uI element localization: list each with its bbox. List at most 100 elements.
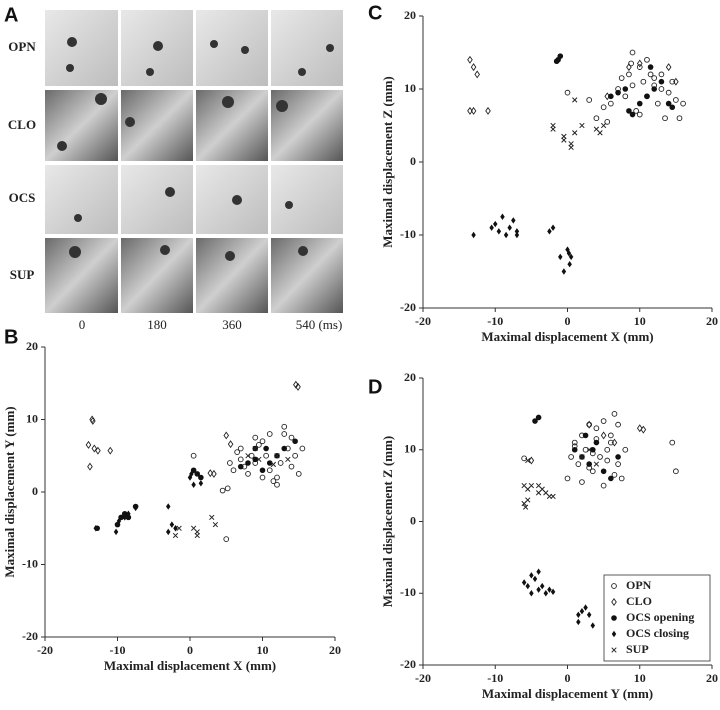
legend-marker xyxy=(611,647,617,653)
point xyxy=(665,89,672,96)
point xyxy=(640,425,647,434)
point xyxy=(582,432,589,439)
point xyxy=(259,438,266,445)
point xyxy=(586,97,593,103)
x-tick-label: -20 xyxy=(415,671,431,685)
point xyxy=(600,122,607,129)
point xyxy=(673,468,679,475)
legend: OPN CLO OCS opening OCS closing SUP xyxy=(603,574,711,662)
point xyxy=(597,130,603,136)
photo xyxy=(271,165,343,234)
point xyxy=(293,380,299,389)
point xyxy=(90,416,96,425)
point xyxy=(611,411,618,417)
point xyxy=(529,572,534,579)
point xyxy=(636,424,643,433)
point xyxy=(194,532,200,539)
point xyxy=(669,78,676,85)
point xyxy=(281,445,288,452)
point xyxy=(629,49,636,56)
point xyxy=(576,611,581,618)
point xyxy=(500,213,505,220)
x-tick-label: 20 xyxy=(329,643,341,657)
x-axis-label: Maximal displacement X (mm) xyxy=(481,329,653,344)
point xyxy=(248,452,255,459)
point xyxy=(629,82,636,89)
point xyxy=(467,55,473,64)
point xyxy=(489,224,494,231)
point xyxy=(173,525,178,532)
point xyxy=(503,231,509,239)
point xyxy=(575,461,582,467)
photo xyxy=(121,238,193,313)
point xyxy=(586,447,592,453)
point xyxy=(586,420,592,429)
y-tick-label: -20 xyxy=(400,300,416,314)
point xyxy=(550,493,556,500)
point xyxy=(567,261,572,268)
scatter-plot: -20 -10 0 10 20 -20 -10 0 10 20 Maximal displaceme… xyxy=(2,339,341,673)
point xyxy=(676,115,683,122)
point xyxy=(194,471,201,477)
point xyxy=(113,528,119,536)
point xyxy=(522,504,529,510)
point xyxy=(640,78,647,85)
y-tick-label: 10 xyxy=(404,81,416,95)
point xyxy=(299,445,306,452)
y-tick-label: 10 xyxy=(26,411,38,425)
point xyxy=(292,452,298,459)
point xyxy=(126,510,131,517)
point xyxy=(644,56,650,63)
point xyxy=(561,137,567,143)
point xyxy=(550,224,556,231)
point xyxy=(266,431,273,437)
point xyxy=(525,457,531,464)
point xyxy=(543,590,549,597)
y-tick-label: -10 xyxy=(400,585,416,599)
point xyxy=(665,100,672,107)
point xyxy=(582,446,589,453)
x-tick-label: -20 xyxy=(37,643,53,657)
point xyxy=(256,442,262,448)
point xyxy=(597,454,603,460)
point xyxy=(622,86,629,92)
point xyxy=(618,475,625,482)
point xyxy=(189,470,194,478)
point xyxy=(572,97,578,103)
point xyxy=(107,446,114,455)
point xyxy=(274,474,280,481)
point xyxy=(277,460,284,466)
photo xyxy=(45,165,118,234)
point xyxy=(166,528,171,536)
point xyxy=(611,438,618,447)
point xyxy=(568,144,574,151)
point xyxy=(274,481,280,488)
point xyxy=(122,514,127,521)
photo xyxy=(45,90,118,161)
point xyxy=(564,89,571,96)
legend-label: OCS closing xyxy=(626,626,689,640)
point xyxy=(285,456,291,463)
row-label: CLO xyxy=(8,117,36,132)
photo xyxy=(196,10,268,86)
point xyxy=(536,568,541,575)
point xyxy=(237,463,244,470)
point xyxy=(234,449,240,455)
scatter-plot: -20 -10 0 10 20 -20 -10 0 10 20 Maximal displaceme… xyxy=(380,370,718,701)
y-tick-label: 20 xyxy=(404,370,416,384)
point xyxy=(615,454,621,460)
panel-label: A xyxy=(4,4,18,26)
point xyxy=(589,468,596,475)
point xyxy=(669,104,676,111)
point xyxy=(507,224,512,231)
point xyxy=(618,75,625,81)
point xyxy=(604,118,611,125)
column-label: 540 (ms) xyxy=(296,317,343,332)
point xyxy=(611,472,618,478)
point xyxy=(658,86,665,92)
point xyxy=(118,514,124,521)
point xyxy=(525,582,531,590)
point xyxy=(252,445,258,452)
point xyxy=(190,467,197,474)
y-tick-label: 20 xyxy=(26,339,38,353)
